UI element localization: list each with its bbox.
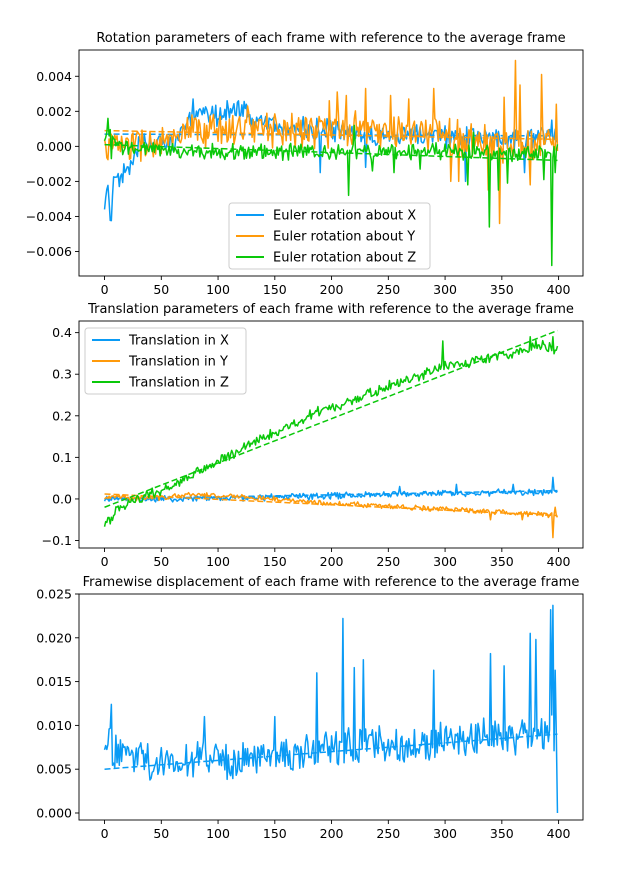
legend-box (84, 327, 247, 395)
x-tick-label: 400 (547, 826, 571, 841)
legend-label: Translation in X (128, 334, 229, 349)
x-tick-label: 300 (433, 554, 457, 569)
x-tick-label: 300 (433, 282, 457, 297)
subplot-2: Translation parameters of each frame wit… (42, 302, 584, 569)
x-tick-label: 50 (153, 554, 169, 569)
legend-label: Euler rotation about X (273, 209, 416, 224)
x-tick-label: 250 (376, 282, 400, 297)
series-line-2 (104, 491, 559, 539)
legend: Euler rotation about X Euler rotation abo… (228, 202, 431, 270)
legend-label: Translation in Y (128, 355, 228, 370)
y-tick-label: 0.004 (36, 69, 72, 84)
subplot-1: Rotation parameters of each frame with r… (26, 31, 584, 297)
y-tick-label: 0.4 (52, 325, 72, 340)
trend-line-1 (104, 733, 558, 770)
y-tick-label: 0.000 (36, 139, 72, 154)
x-tick-label: 400 (547, 554, 571, 569)
chart-title: Framewise displacement of each frame wit… (83, 575, 580, 590)
x-tick-label: 200 (320, 826, 344, 841)
x-tick-label: 150 (263, 282, 287, 297)
x-tick-label: 400 (547, 282, 571, 297)
x-tick-label: 150 (263, 826, 287, 841)
series-line-1 (103, 604, 559, 814)
x-tick-label: 200 (320, 554, 344, 569)
x-tick-label: 50 (153, 282, 169, 297)
y-tick-label: 0.000 (36, 805, 72, 820)
legend-label: Euler rotation about Y (273, 230, 415, 245)
series-line-3 (103, 336, 559, 527)
chart-title: Translation parameters of each frame wit… (87, 302, 574, 317)
x-tick-label: 100 (206, 826, 230, 841)
x-tick-label: 0 (101, 826, 109, 841)
subplot-3: Framewise displacement of each frame wit… (36, 575, 584, 841)
x-tick-label: 0 (101, 554, 109, 569)
y-tick-label: 0.010 (36, 718, 72, 733)
y-tick-label: 0.025 (36, 587, 72, 602)
x-tick-label: 350 (490, 554, 514, 569)
y-tick-label: 0.002 (36, 104, 72, 119)
chart-title: Rotation parameters of each frame with r… (96, 31, 565, 46)
trend-line-2 (104, 129, 558, 141)
series-line-1 (103, 476, 558, 503)
x-tick-label: 200 (320, 282, 344, 297)
series-group (103, 604, 559, 814)
x-tick-label: 250 (376, 554, 400, 569)
y-tick-label: 0.3 (52, 367, 72, 382)
legend-label: Euler rotation about Z (273, 251, 416, 266)
x-tick-label: 300 (433, 826, 457, 841)
legend: Translation in X Translation in Y Translat… (84, 327, 247, 395)
trend-line-3 (104, 329, 558, 508)
axes-frame (78, 49, 584, 277)
trend-line-2 (104, 493, 558, 517)
y-tick-label: 0.005 (36, 762, 72, 777)
x-tick-label: 0 (101, 282, 109, 297)
y-tick-label: 0.015 (36, 674, 72, 689)
x-tick-label: 100 (206, 554, 230, 569)
legend-label: Translation in Z (128, 376, 229, 391)
y-tick-label: −0.1 (42, 533, 72, 548)
axes-frame (78, 320, 584, 549)
x-tick-label: 350 (490, 282, 514, 297)
series-group (103, 59, 559, 267)
y-tick-label: 0.1 (52, 450, 72, 465)
x-tick-label: 350 (490, 826, 514, 841)
x-tick-label: 250 (376, 826, 400, 841)
axes-frame (78, 593, 584, 821)
y-tick-label: −0.006 (26, 244, 72, 259)
y-tick-label: 0.2 (52, 408, 72, 423)
series-group (103, 329, 559, 539)
y-tick-label: −0.002 (26, 174, 72, 189)
x-tick-label: 50 (153, 826, 169, 841)
x-tick-label: 100 (206, 282, 230, 297)
x-tick-label: 150 (263, 554, 287, 569)
y-tick-label: 0.0 (52, 491, 72, 506)
y-tick-label: 0.020 (36, 630, 72, 645)
y-tick-label: −0.004 (26, 209, 72, 224)
trend-line-3 (104, 143, 558, 162)
legend-box (228, 202, 431, 270)
